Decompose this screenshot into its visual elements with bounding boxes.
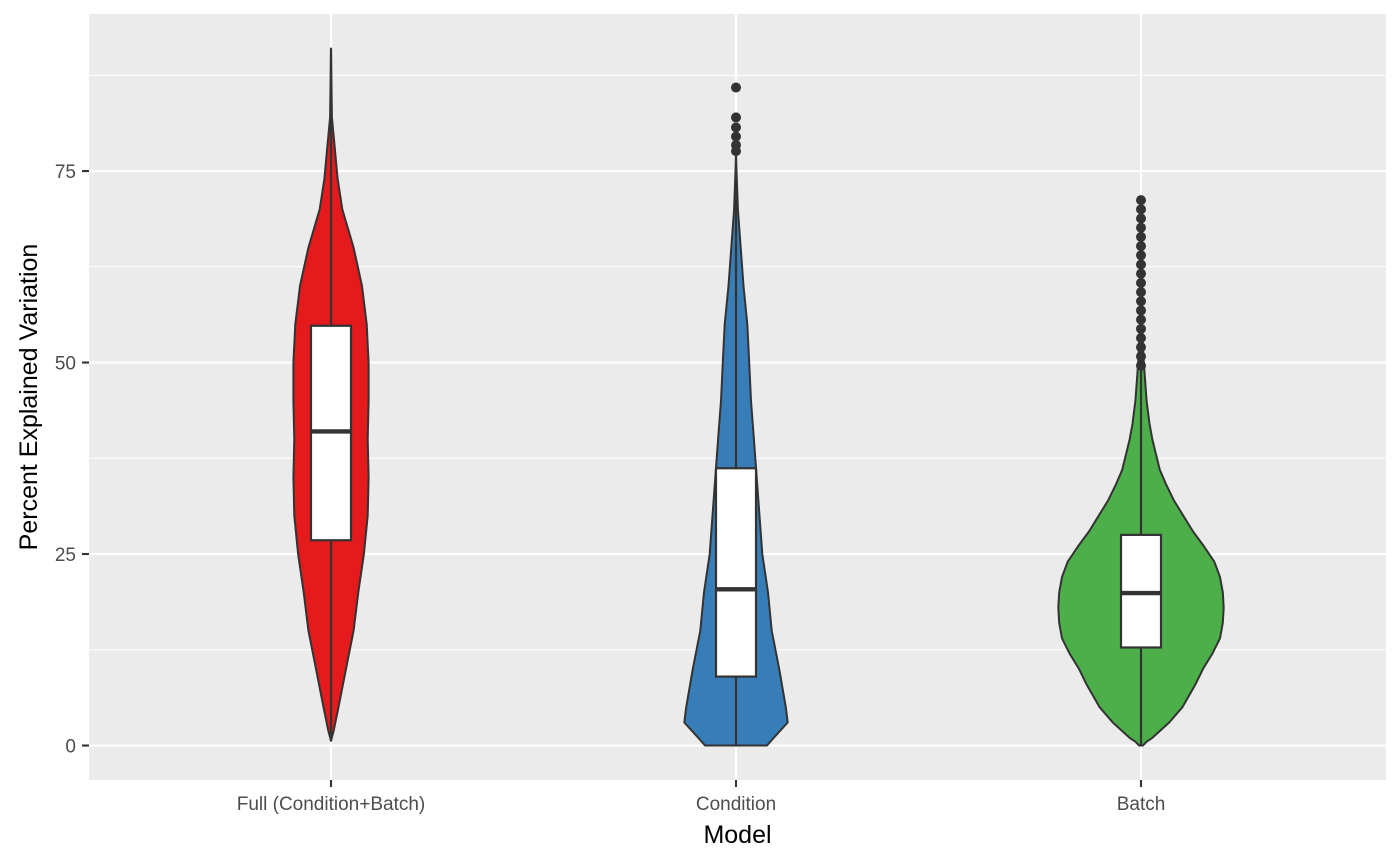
outlier-point <box>1136 333 1146 344</box>
outlier-point <box>1136 305 1146 316</box>
outlier-point <box>731 112 741 123</box>
outlier-point <box>1136 314 1146 325</box>
y-tick-label: 25 <box>55 545 76 566</box>
outlier-point <box>1136 351 1146 362</box>
outlier-point <box>1136 213 1146 224</box>
y-axis-title: Percent Explained Variation <box>15 244 43 551</box>
outlier-point <box>1136 222 1146 233</box>
box-iqr <box>714 467 758 678</box>
outlier-point <box>1136 195 1146 206</box>
outlier-point <box>731 122 741 133</box>
outlier-point <box>731 131 741 142</box>
violin-group <box>292 47 370 742</box>
outlier-point <box>731 139 741 150</box>
violin-group <box>1057 195 1225 747</box>
outlier-point <box>1136 360 1146 371</box>
outlier-point <box>1136 241 1146 252</box>
violins <box>292 47 1225 747</box>
outlier-point <box>1136 204 1146 215</box>
x-tick-label: Full (Condition+Batch) <box>237 794 426 815</box>
outlier-point <box>1136 277 1146 288</box>
y-tick-label: 0 <box>65 737 76 758</box>
y-tick-label: 75 <box>55 162 76 183</box>
y-tick-label: 50 <box>55 354 76 375</box>
outlier-point <box>1136 250 1146 261</box>
violin-group <box>683 82 789 747</box>
outlier-point <box>1136 268 1146 279</box>
x-tick-label: Condition <box>696 794 776 815</box>
outlier-point <box>1136 342 1146 353</box>
axes: 0 25 50 75 Full (Condition+Batch) Condition Ba… <box>55 162 1165 815</box>
outlier-point <box>1136 287 1146 298</box>
outlier-point <box>1136 259 1146 270</box>
x-axis-title: Model <box>703 821 771 849</box>
outlier-point <box>1136 296 1146 307</box>
outlier-point <box>1136 323 1146 334</box>
x-tick-label: Batch <box>1117 794 1166 815</box>
outlier-point <box>1136 231 1146 242</box>
outlier-point <box>731 82 741 93</box>
